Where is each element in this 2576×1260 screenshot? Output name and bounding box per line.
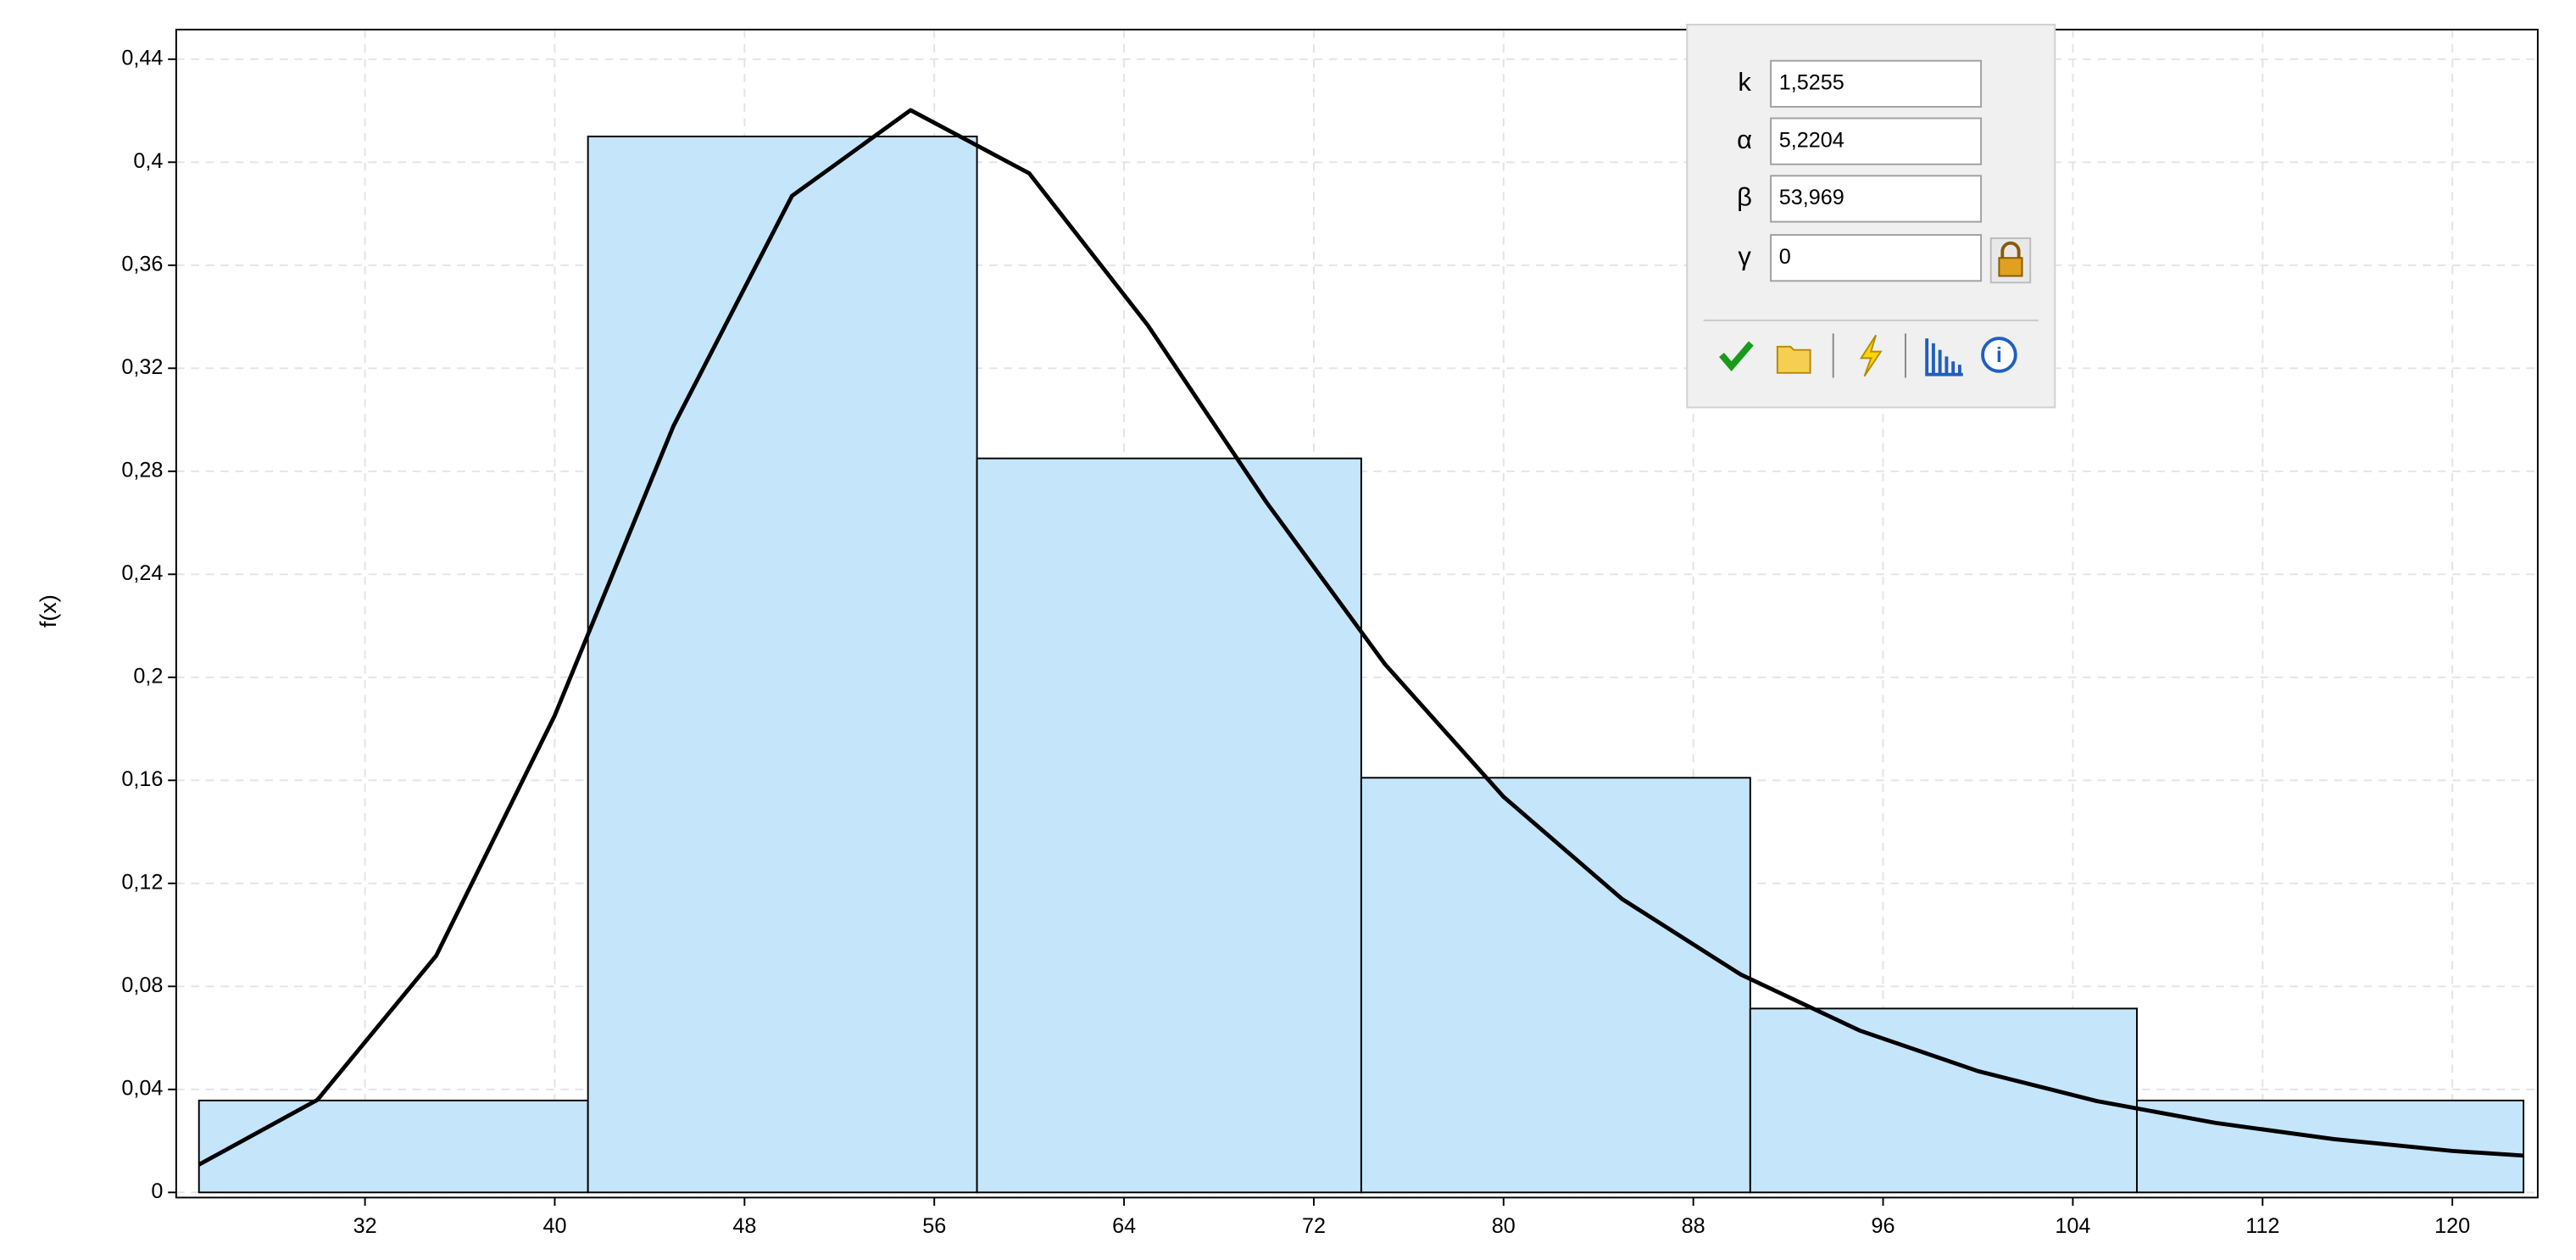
plot: 0 0,04 0,08 0,12 0,16 0,2 0,24 0,28 0,32 0,36 0,4 0… <box>121 29 2538 1238</box>
y-tick-label: 0,04 <box>121 1076 163 1100</box>
y-tick-label: 0,32 <box>121 355 163 379</box>
y-tick-label: 0 <box>151 1179 163 1203</box>
parameter-label: k <box>1738 67 1751 97</box>
bar <box>198 1099 589 1194</box>
x-tick-label: 104 <box>2055 1214 2090 1238</box>
parameter-label: γ <box>1738 241 1751 270</box>
y-tick-label: 0,24 <box>121 561 163 585</box>
x-tick-label: 72 <box>1302 1214 1326 1238</box>
plot-frame <box>175 28 2539 1199</box>
parameter-input[interactable] <box>1770 117 1983 165</box>
x-tick-label: 80 <box>1492 1214 1516 1238</box>
x-tick-label: 48 <box>732 1214 756 1238</box>
lock-shackle <box>2000 241 2021 259</box>
y-tick-label: 0,16 <box>121 767 163 791</box>
bar <box>1360 777 1751 1194</box>
parameter-input[interactable] <box>1770 234 1983 282</box>
y-tick-label: 0,2 <box>133 664 163 688</box>
info-button[interactable] <box>1981 337 2017 373</box>
parameter-label: α <box>1737 125 1752 154</box>
y-tick-label: 0,28 <box>121 458 163 482</box>
bar <box>976 457 1362 1194</box>
parameter-value: 5,2204 <box>1779 128 1844 152</box>
x-tick-label: 56 <box>922 1214 946 1238</box>
bar <box>587 135 978 1194</box>
x-tick-label: 40 <box>542 1214 566 1238</box>
parameter-input[interactable] <box>1770 59 1983 108</box>
parameter-input[interactable] <box>1770 175 1983 223</box>
y-tick-label: 0,4 <box>133 149 163 173</box>
x-tick-label: 120 <box>2434 1214 2470 1238</box>
x-tick-label: 64 <box>1112 1214 1136 1238</box>
bar <box>1749 1007 2138 1194</box>
y-tick-label: 0,36 <box>121 252 163 276</box>
parameter-value: 53,969 <box>1779 186 1844 209</box>
x-tick-label: 112 <box>2245 1214 2279 1238</box>
parameter-panel: i k 1,5255 α 5,2204 β 53,969 γ 0 <box>1686 24 2056 409</box>
y-tick-label: 0,12 <box>121 870 163 894</box>
open-button[interactable] <box>1776 345 1811 374</box>
histogram-button[interactable] <box>1925 338 1963 376</box>
parameter-value: 0 <box>1779 245 1791 269</box>
density-curve <box>198 108 2524 1167</box>
info-icon: i <box>1996 343 2002 367</box>
bar <box>2135 1099 2525 1194</box>
x-tick-label: 96 <box>1872 1214 1895 1238</box>
parameter-label: β <box>1737 182 1752 212</box>
x-tick-label: 88 <box>1682 1214 1705 1238</box>
y-tick-label: 0,44 <box>121 46 163 70</box>
parameter-value: 1,5255 <box>1779 70 1844 94</box>
y-tick-label: 0,08 <box>121 973 163 997</box>
fit-button[interactable] <box>1859 334 1883 377</box>
x-tick-label: 32 <box>353 1214 377 1238</box>
apply-button[interactable] <box>1719 341 1754 371</box>
lock-icon <box>1998 257 2023 277</box>
y-axis-label: f(x) <box>35 594 61 627</box>
